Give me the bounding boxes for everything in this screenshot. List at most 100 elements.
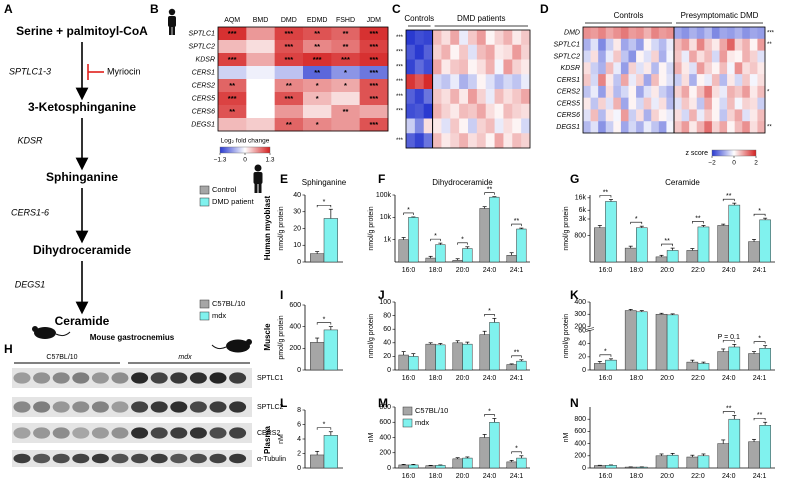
bar [624,247,637,263]
column-label: BMD [253,17,269,24]
heatmap-cell [521,30,531,46]
row-annotation: * [767,89,770,95]
heatmap-cell [620,38,629,51]
heatmap-cell [274,53,304,67]
row-label: DEGS1 [556,124,580,131]
heatmap-cell [674,121,682,134]
heatmap-cell [218,40,247,54]
bar [759,348,771,371]
heatmap-cell [274,66,304,80]
heatmap-cell [414,103,425,119]
bar [624,310,637,371]
heatmap-cell [414,89,425,105]
y-tick-label: 800 [574,416,586,423]
heatmap-cell [719,97,728,110]
heatmap-cell [598,109,607,122]
y-tick-label: 400 [574,299,586,306]
heatmap-cell [643,62,652,75]
heatmap-cell [303,40,332,54]
cell-label: *** [284,55,293,64]
heatmap-cell [704,121,713,134]
cell-label: ** [343,29,349,38]
heatmap-cell [674,38,682,51]
legend-label: mdx [212,311,226,320]
cell-label: *** [313,55,322,64]
heatmap-cell [468,59,478,75]
pathway-node: Dihydroceramide [33,243,131,257]
heatmap-cell [628,97,637,110]
cell-label: *** [369,94,378,103]
heatmap-cell [689,62,698,75]
heatmap-cell [628,74,637,87]
heatmap-cell [432,44,442,60]
significance-label: * [758,208,761,215]
y-axis-label: pmol/g protein [278,315,285,359]
x-tick-label: 16:0 [402,375,416,382]
y-tick-label: 10 [293,242,301,249]
significance-label: * [604,349,607,356]
x-tick-label: 20:0 [660,267,674,274]
blot-band [150,427,168,439]
cell-label: * [316,94,319,103]
heatmap-cell [414,30,425,46]
column-label: JDM [367,17,382,24]
heatmap-cell [620,109,629,122]
blot-title: Mouse gastrocnemius [90,333,175,342]
x-tick-label: 24:1 [510,267,524,274]
legend-label: mdx [415,418,429,427]
heatmap-cell [674,97,682,110]
heatmap-cell [666,109,675,122]
bar [748,441,760,469]
bar [666,454,679,469]
heatmap-cell [331,118,361,132]
x-tick-label: 18:0 [629,267,643,274]
heatmap-cell [246,66,276,80]
x-tick-label: 22:0 [691,267,705,274]
heatmap-cell [331,92,361,106]
heatmap-cell [359,105,389,119]
bar [479,208,490,263]
significance-bracket [484,414,495,417]
heatmap-cell [613,50,622,63]
heatmap-cell [485,89,495,105]
pathway-node: Serine + palmitoyl-CoA [16,24,148,38]
row-label: Human myoblast [263,195,272,260]
blot-band [209,372,227,384]
heatmap-cell [476,103,487,119]
legend-swatch [402,406,413,416]
heatmap-cell [696,97,705,110]
row-annotation: *** [396,64,404,70]
bar [516,457,527,469]
heatmap-cell [711,50,720,63]
heatmap-cell [719,38,728,51]
y-tick-label: 40 [578,341,586,348]
heatmap-cell [459,133,469,149]
heatmap-cell [727,97,736,110]
heatmap-cell [303,66,332,80]
heatmap-cell [666,74,675,87]
heatmap-cell [459,89,469,105]
bar [489,196,500,263]
legend-swatch [199,197,210,207]
heatmap-cell [494,44,504,60]
heatmap-cell [485,103,495,119]
heatmap-cell [696,27,705,40]
bar [425,343,436,371]
blot-band [229,401,247,413]
group-label: Controls [404,14,434,23]
bar [310,342,325,371]
heatmap-cell [218,105,247,119]
y-tick-label: 0 [387,367,391,374]
human-icon [253,164,263,193]
legend-label: Control [212,185,237,194]
cell-label: ** [314,29,320,38]
blot-band [189,427,207,439]
pathway: Serine + palmitoyl-CoA 3-Ketosphinganine… [9,24,148,328]
y-tick-label: 100 [379,299,391,306]
heatmap-cell [583,27,591,40]
significance-bracket [630,221,643,225]
heatmap-cell [666,85,675,99]
heatmap-cell [643,27,652,40]
heatmap-cell [643,74,652,87]
heatmap-cell [681,38,690,51]
